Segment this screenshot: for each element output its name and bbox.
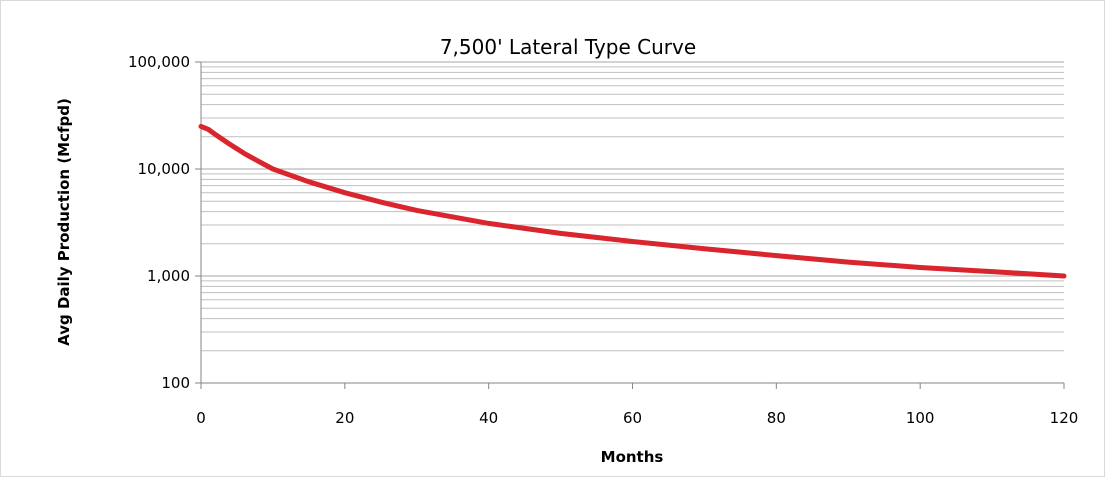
series-line xyxy=(198,123,1067,279)
y-tick-label: 100,000 xyxy=(128,53,190,71)
x-tick-label: 0 xyxy=(196,409,206,427)
x-tick-label: 80 xyxy=(767,409,786,427)
x-tick-label: 100 xyxy=(906,409,935,427)
x-tick-label: 120 xyxy=(1050,409,1079,427)
x-axis-title: Months xyxy=(601,448,664,466)
x-tick-label: 60 xyxy=(623,409,642,427)
y-axis-title: Avg Daily Production (Mcfpd) xyxy=(55,98,73,346)
x-tick-label: 20 xyxy=(335,409,354,427)
chart-title: 7,500' Lateral Type Curve xyxy=(440,35,696,59)
x-tick-label: 40 xyxy=(479,409,498,427)
y-tick-label: 100 xyxy=(161,374,190,392)
y-tick-label: 1,000 xyxy=(147,267,190,285)
series-layer xyxy=(198,123,1067,279)
axis-layer xyxy=(195,61,1065,389)
tick-label-layer: 100 1,000 10,000 100,000 0 20 40 60 80 100 120 xyxy=(128,53,1078,427)
y-tick-label: 10,000 xyxy=(138,160,191,178)
